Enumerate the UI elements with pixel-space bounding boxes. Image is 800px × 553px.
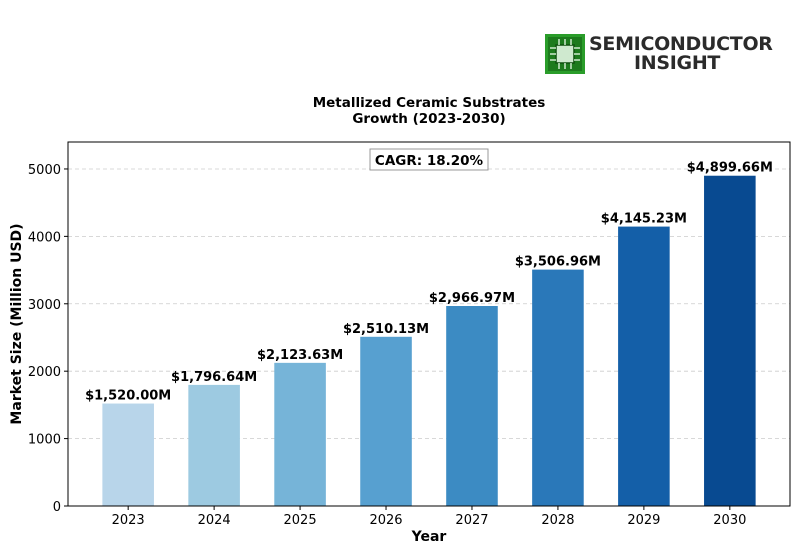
bar-2027 (446, 306, 498, 506)
y-tick-label-3000: 3000 (28, 298, 61, 313)
chart-title-line-2: Growth (2023-2030) (352, 111, 505, 127)
bar-2025 (274, 362, 326, 506)
x-tick-label-2026: 2026 (369, 513, 402, 528)
plot-frame (67, 141, 791, 507)
y-axis-label: Market Size (Million USD) (9, 223, 25, 424)
chart-title-line-1: Metallized Ceramic Substrates (313, 95, 546, 111)
y-tick-label-4000: 4000 (28, 230, 61, 245)
chip-icon (545, 34, 585, 74)
bar-2024 (188, 384, 240, 506)
x-tick-label-2025: 2025 (284, 513, 317, 528)
bar-2028 (532, 269, 584, 506)
data-label-2027: $2,966.97M (429, 291, 515, 306)
cagr-annotation-box (369, 148, 489, 171)
data-label-2029: $4,145.23M (601, 212, 687, 227)
x-axis-label: Year (411, 529, 447, 545)
brand-logo: SEMICONDUCTOR INSIGHT (545, 33, 773, 75)
cagr-annotation: CAGR: 18.20% (375, 153, 484, 169)
y-tick-label-2000: 2000 (28, 365, 61, 380)
y-tick-label-0: 0 (53, 500, 61, 515)
data-label-2024: $1,796.64M (171, 370, 257, 385)
data-label-2026: $2,510.13M (343, 322, 429, 337)
logo-line2: INSIGHT (634, 52, 721, 74)
bar-2030 (704, 175, 756, 506)
logo-line1: SEMICONDUCTOR (589, 33, 773, 55)
data-label-2030: $4,899.66M (687, 161, 773, 176)
bar-2023 (102, 403, 154, 506)
y-tick-label-1000: 1000 (28, 433, 61, 448)
x-tick-label-2028: 2028 (541, 513, 574, 528)
y-tick-label-5000: 5000 (28, 163, 61, 178)
logo-text: SEMICONDUCTOR INSIGHT (589, 35, 773, 73)
x-tick-label-2030: 2030 (713, 513, 746, 528)
data-label-2025: $2,123.63M (257, 348, 343, 363)
x-tick-label-2029: 2029 (627, 513, 660, 528)
x-tick-label-2023: 2023 (112, 513, 145, 528)
data-label-2023: $1,520.00M (85, 389, 171, 404)
x-tick-label-2027: 2027 (455, 513, 488, 528)
bar-2026 (360, 336, 412, 506)
data-label-2028: $3,506.96M (515, 255, 601, 270)
bar-2029 (618, 226, 670, 506)
x-tick-label-2024: 2024 (198, 513, 231, 528)
